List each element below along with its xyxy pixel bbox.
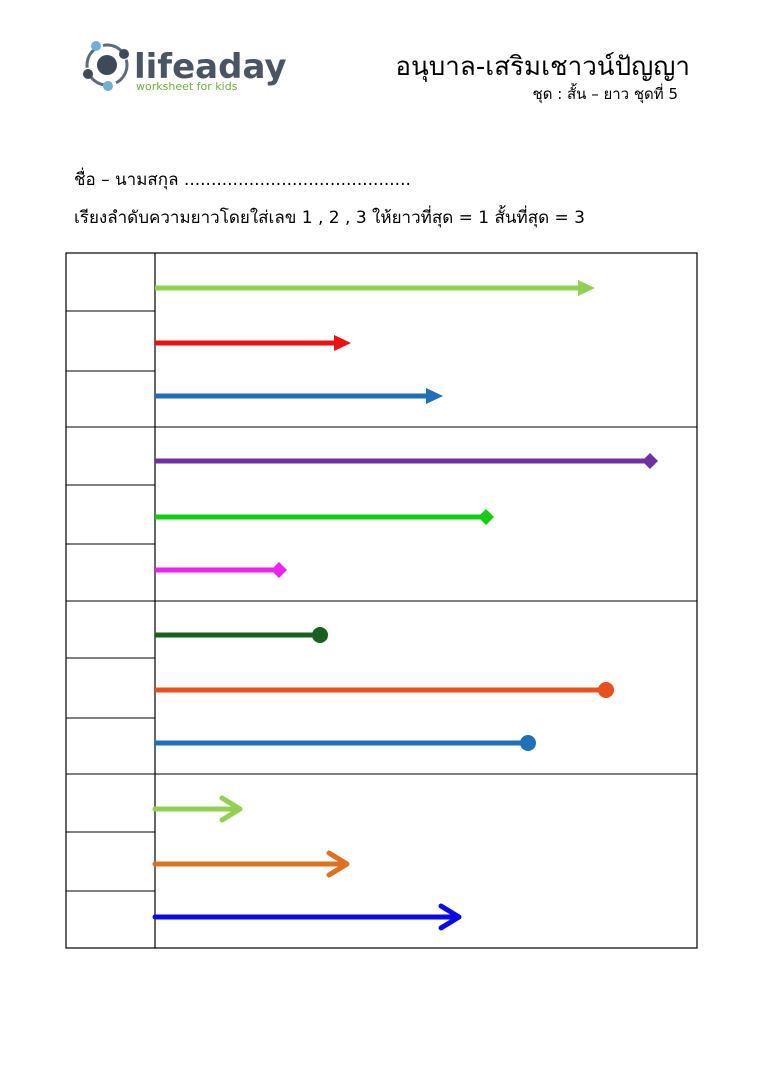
- header-title: อนุบาล-เสริมเชาวน์ปัญญา: [395, 52, 690, 82]
- arrow-group-3: [155, 627, 614, 751]
- logo-icon: [83, 41, 129, 91]
- arrow-group-1: [155, 280, 595, 404]
- logo-tagline: worksheet for kids: [136, 80, 238, 93]
- arrow-group-4: [152, 795, 462, 931]
- logo-name: lifeaday: [134, 47, 287, 87]
- header-subtitle: ชุด : สั้น – ยาว ชุดที่ 5: [533, 83, 678, 104]
- name-line: ชื่อ – นามสกุล .........................…: [74, 167, 411, 190]
- answer-table: [65, 252, 698, 949]
- instruction: เรียงลำดับความยาวโดยใส่เลข 1 , 2 , 3 ให้…: [74, 205, 585, 228]
- arrow-group-2: [155, 453, 658, 578]
